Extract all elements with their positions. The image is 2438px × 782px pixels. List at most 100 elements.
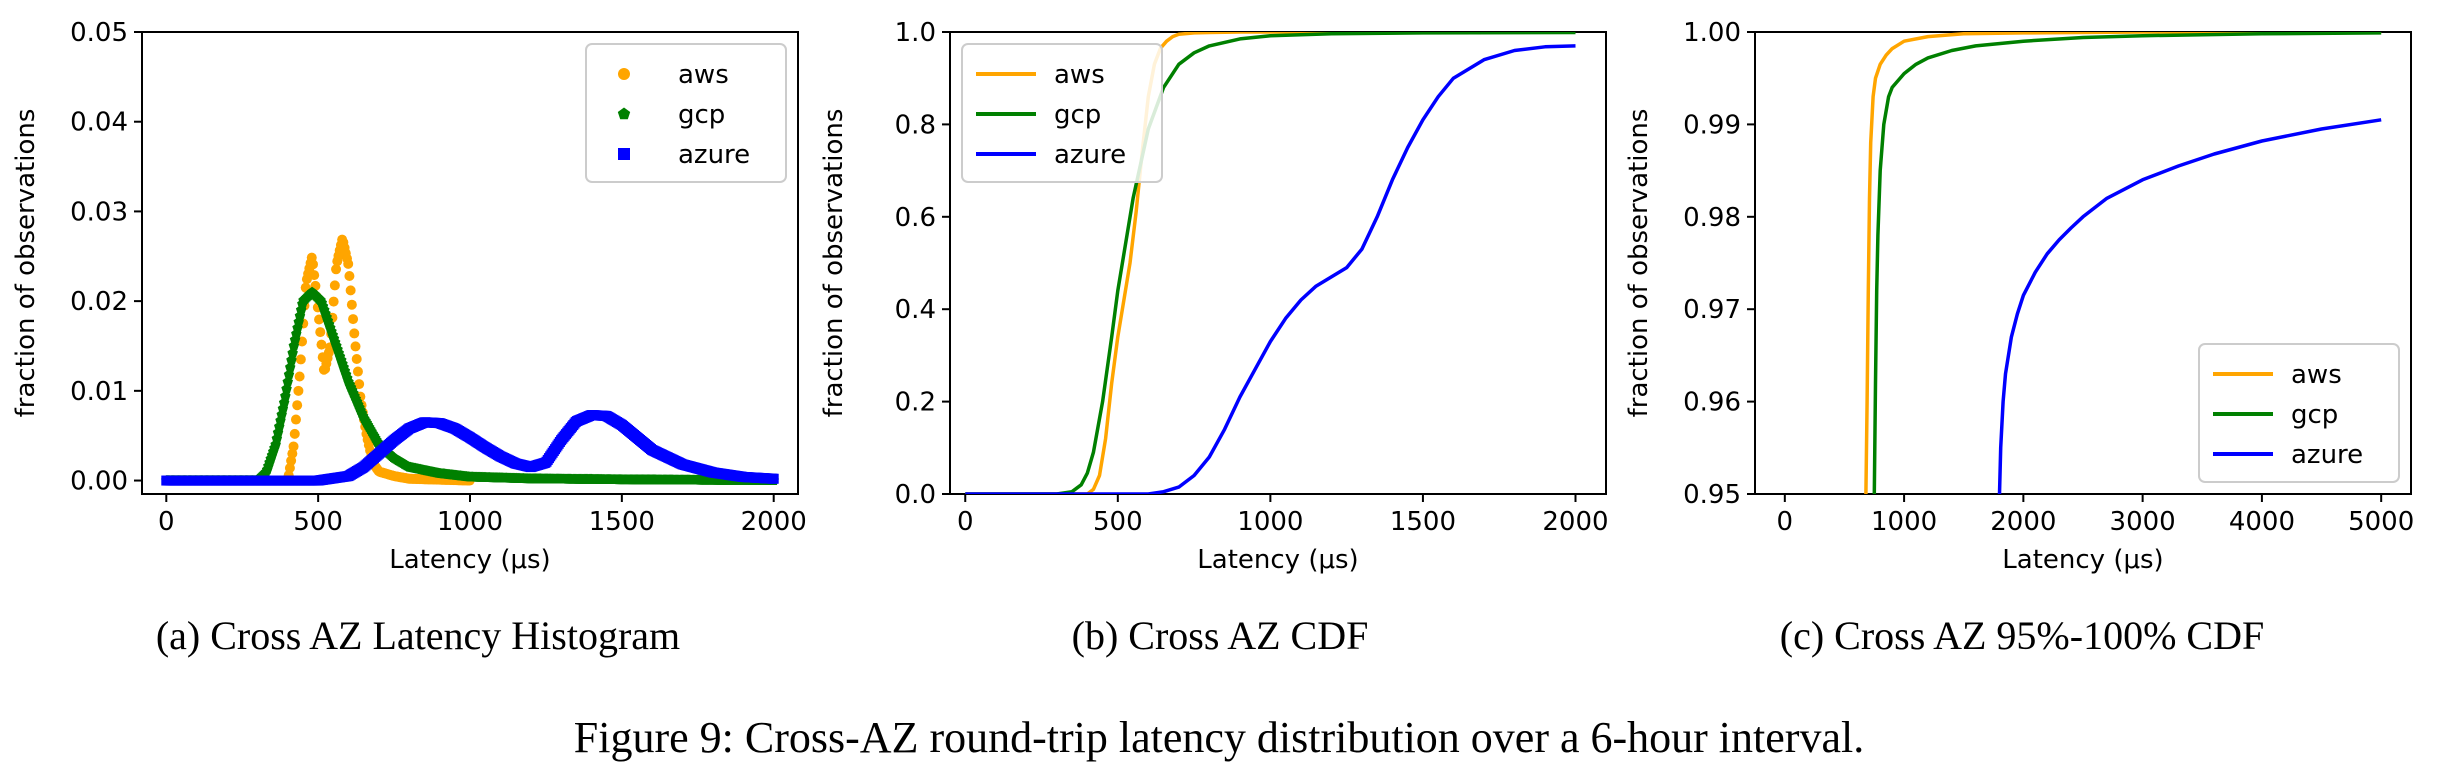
point-aws (351, 353, 362, 364)
line-aws (1864, 32, 2382, 494)
y-tick-label: 0.8 (895, 110, 936, 140)
legend-label-aws: aws (678, 60, 729, 90)
point-aws (316, 339, 327, 350)
line-azure (965, 44, 1576, 494)
legend: aws gcp azure (2198, 343, 2400, 483)
y-tick-label: 0.2 (895, 388, 936, 418)
x-tick-label: 1000 (437, 507, 503, 537)
y-axis-label: fraction of observations (1624, 109, 1654, 418)
y-tick-label: 1.0 (895, 18, 936, 48)
point-aws (350, 341, 361, 352)
x-tick-label: 0 (158, 507, 175, 537)
subcaption-c: (c) Cross AZ 95%-100% CDF (1779, 613, 2265, 658)
legend-label-gcp: gcp (678, 100, 725, 130)
figure-caption: Figure 9: Cross-AZ round-trip latency di… (573, 713, 1865, 762)
point-aws (344, 271, 355, 282)
point-aws (294, 371, 305, 382)
point-aws (328, 296, 339, 307)
legend-marker-azure (618, 148, 630, 160)
point-aws (307, 259, 318, 270)
legend-label-azure: azure (2291, 440, 2363, 470)
point-aws (352, 366, 363, 377)
legend-box (2198, 343, 2400, 483)
x-tick-label: 0 (957, 507, 974, 537)
legend-label-gcp: gcp (2291, 400, 2338, 430)
chart-c: 0 1000 2000 3000 4000 5000 0.95 0.96 0.97 0.98 0.9… (1624, 18, 2414, 575)
x-tick-label: 1500 (589, 507, 655, 537)
x-axis-label: Latency (μs) (2002, 545, 2163, 575)
legend-label-azure: azure (678, 140, 750, 170)
series-gcp (1872, 32, 2382, 494)
legend: aws gcp azure (961, 43, 1163, 183)
x-tick-label: 500 (1093, 507, 1143, 537)
point-aws (314, 314, 325, 325)
x-tick-label: 4000 (2229, 507, 2295, 537)
point-aws (289, 428, 300, 439)
plot-area (1864, 32, 2382, 494)
x-tick-label: 2000 (741, 507, 807, 537)
x-axis-label: Latency (μs) (1197, 545, 1358, 575)
y-tick-label: 0.00 (70, 467, 128, 497)
point-aws (349, 328, 360, 339)
legend-label-aws: aws (1054, 60, 1105, 90)
legend: aws gcp azure (585, 43, 787, 183)
x-tick-label: 500 (293, 507, 343, 537)
x-tick-label: 1000 (1871, 507, 1937, 537)
point-aws (354, 379, 365, 390)
x-tick-label: 1500 (1390, 507, 1456, 537)
y-tick-label: 1.00 (1683, 18, 1741, 48)
chart-a: 0 500 1000 1500 2000 0.00 0.01 0.02 0.03 0.04 0.05… (11, 18, 807, 575)
subcaption-b: (b) Cross AZ CDF (1071, 613, 1369, 658)
point-aws (343, 258, 354, 269)
point-aws (295, 354, 306, 365)
point-aws (345, 285, 356, 296)
x-tick-label: 2000 (1542, 507, 1608, 537)
point-aws (292, 400, 303, 411)
line-gcp (1872, 32, 2382, 494)
y-tick-label: 0.98 (1683, 203, 1741, 233)
x-tick-label: 5000 (2348, 507, 2414, 537)
legend-label-azure: azure (1054, 140, 1126, 170)
legend-marker-aws (618, 68, 630, 80)
y-tick-label: 0.0 (895, 480, 936, 510)
point-aws (288, 441, 299, 452)
legend-marker-gcp (617, 107, 631, 120)
y-tick-label: 0.4 (895, 295, 936, 325)
point-aws (346, 299, 357, 310)
series-gcp (161, 286, 779, 485)
x-tick-label: 0 (1777, 507, 1794, 537)
series-aws (1864, 32, 2382, 494)
point-aws (290, 414, 301, 425)
y-tick-label: 0.03 (70, 197, 128, 227)
legend-box (961, 43, 1163, 183)
y-tick-label: 0.04 (70, 108, 128, 138)
plot-area (161, 234, 779, 486)
series-azure (965, 44, 1576, 494)
y-tick-label: 0.96 (1683, 388, 1741, 418)
y-axis-label: fraction of observations (819, 109, 849, 418)
line-azure (1997, 118, 2382, 494)
point-aws (309, 270, 320, 281)
point-aws (293, 385, 304, 396)
x-tick-label: 3000 (2110, 507, 2176, 537)
legend-label-aws: aws (2291, 360, 2342, 390)
legend-label-gcp: gcp (1054, 100, 1101, 130)
y-tick-label: 0.05 (70, 18, 128, 48)
y-tick-label: 0.01 (70, 377, 128, 407)
x-tick-label: 1000 (1237, 507, 1303, 537)
chart-b: 0 500 1000 1500 2000 0.0 0.2 0.4 0.6 0.8 1.0 Latenc… (819, 18, 1609, 575)
point-azure (768, 473, 779, 484)
y-tick-label: 0.6 (895, 203, 936, 233)
legend-box (585, 43, 787, 183)
point-aws (329, 280, 340, 291)
x-axis-label: Latency (μs) (389, 545, 550, 575)
x-tick-label: 2000 (1990, 507, 2056, 537)
y-tick-label: 0.95 (1683, 480, 1741, 510)
point-aws (331, 264, 342, 275)
point-aws (315, 327, 326, 338)
y-tick-label: 0.02 (70, 287, 128, 317)
y-tick-label: 0.99 (1683, 110, 1741, 140)
series-azure (1997, 118, 2382, 494)
y-tick-label: 0.97 (1683, 295, 1741, 325)
